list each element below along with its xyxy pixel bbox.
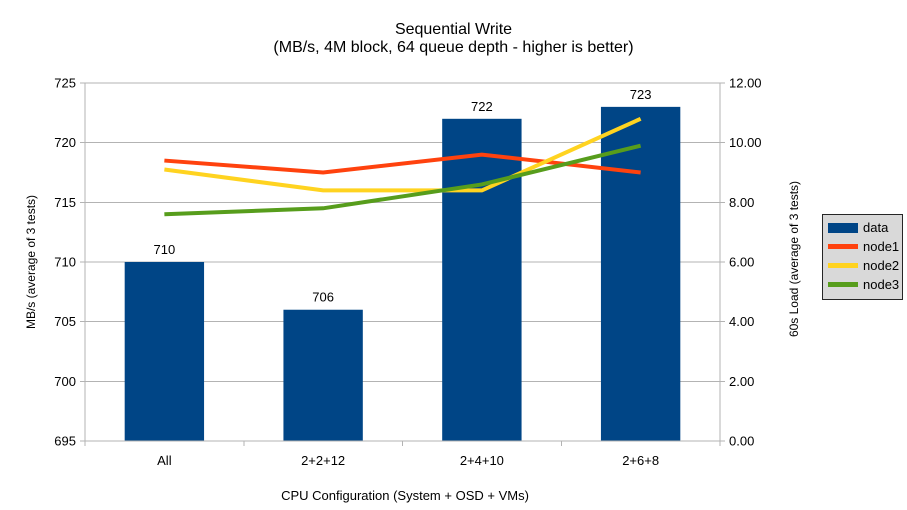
chart-subtitle: (MB/s, 4M block, 64 queue depth - higher… (273, 39, 634, 56)
legend-swatch-node1 (828, 244, 858, 249)
title-block: Sequential Write (MB/s, 4M block, 64 que… (0, 21, 907, 57)
left-tick-label: 695 (54, 434, 76, 449)
legend-swatch-node2 (828, 263, 858, 268)
bar-value-label: 723 (630, 87, 652, 102)
right-tick-label: 4.00 (729, 314, 754, 329)
right-tick-label: 10.00 (729, 135, 762, 150)
category-label: 2+6+8 (622, 453, 659, 468)
legend-label-node1: node1 (863, 239, 900, 254)
bar-value-label: 710 (154, 242, 176, 257)
category-label: All (157, 453, 172, 468)
category-label: 2+2+12 (301, 453, 345, 468)
legend-item-node1: node1 (828, 237, 902, 256)
left-tick-label: 715 (54, 195, 76, 210)
right-tick-label: 8.00 (729, 195, 754, 210)
legend-label-data: data (863, 220, 889, 235)
bar-2+6+8 (600, 106, 681, 441)
category-label: 2+4+10 (460, 453, 504, 468)
legend-label-node3: node3 (863, 277, 900, 292)
chart-title: Sequential Write (394, 21, 513, 38)
bar-2+4+10 (442, 118, 522, 442)
legend-item-node3: node3 (828, 275, 902, 294)
left-tick-label: 700 (54, 374, 76, 389)
left-tick-label: 710 (54, 255, 76, 270)
x-axis-title: CPU Configuration (System + OSD + VMs) (281, 488, 529, 503)
line-node2 (164, 116, 642, 193)
bar-value-label: 706 (312, 290, 334, 305)
right-tick-label: 6.00 (729, 255, 754, 270)
bar-value-label: 722 (471, 99, 493, 114)
left-tick-label: 725 (54, 76, 76, 91)
right-tick-label: 2.00 (729, 374, 754, 389)
legend-item-data: data (828, 218, 902, 237)
right-tick-label: 12.00 (729, 76, 762, 91)
right-tick-label: 0.00 (729, 434, 754, 449)
left-tick-label: 705 (54, 314, 76, 329)
legend-swatch-data (828, 222, 858, 233)
bar-All (124, 262, 205, 441)
left-tick-label: 720 (54, 135, 76, 150)
legend: data node1 node2 node3 (822, 214, 903, 300)
line-node3 (164, 143, 642, 217)
bar-2+2+12 (283, 309, 363, 441)
legend-label-node2: node2 (863, 258, 900, 273)
legend-item-node2: node2 (828, 256, 902, 275)
legend-swatch-node3 (828, 282, 858, 287)
